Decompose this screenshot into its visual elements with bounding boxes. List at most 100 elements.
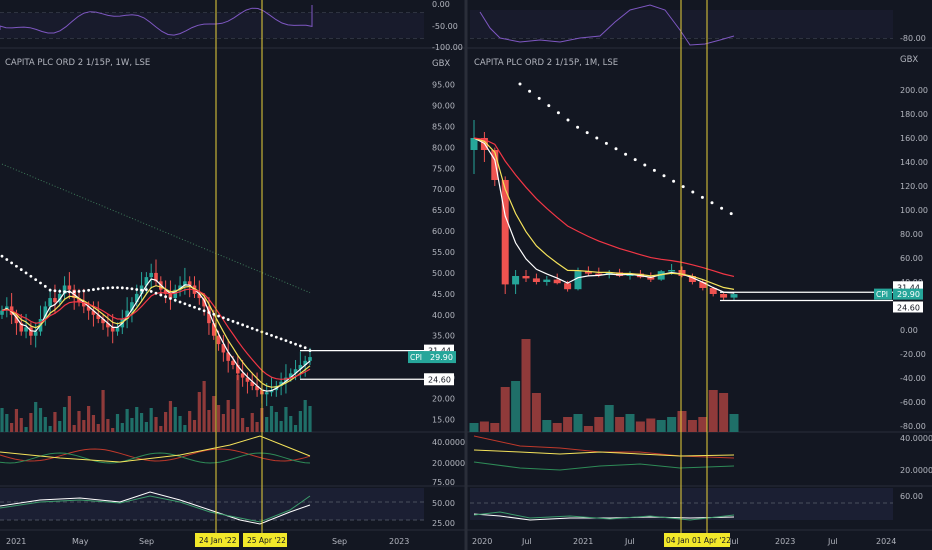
right-sar-dot [528,89,532,93]
left-cpi-value: 29.90 [430,353,453,362]
right-volume-bar [594,417,604,432]
left-rsi-tick-label: 25.00 [432,519,455,528]
right-volume-bar [490,423,500,432]
right-price-tick-label: -80.00 [900,422,926,431]
left-candle-body [149,272,153,278]
left-volume-bar [34,402,38,432]
left-sar-dot [29,274,33,278]
left-sar-dot [39,281,42,285]
left-dmi-tick-label: 20.0000 [432,459,465,468]
right-sar-dot [720,206,724,210]
left-price-tick-label: 80.00 [432,143,455,152]
left-x-tick-label: 2021 [6,537,26,546]
right-price-tick-label: -20.00 [900,350,926,359]
left-price-tick-label: 90.00 [432,101,455,110]
left-sar-dot [279,337,283,341]
left-sar-dot [193,305,196,309]
right-sar-dot [662,174,666,178]
left-price-tick-label: 35.00 [432,332,455,341]
left-volume-bar [149,408,153,432]
left-volume-bar [48,426,52,432]
left-cpi-tag [408,351,426,364]
right-cpi-tag [874,288,892,300]
left-volume-bar [111,428,115,432]
left-sar-dot [53,289,57,293]
left-volume-bar [274,412,278,432]
right-cpi-value-box [893,288,923,300]
left-candle-body [57,293,62,303]
right-ema-mid-line [473,137,735,290]
left-sar-dot [15,264,18,268]
left-sar-dot [303,346,307,350]
left-price-tick-label: 20.00 [432,395,455,404]
left-volume-bar [279,421,283,432]
left-volume-bar [245,427,250,432]
left-candle-body [187,281,192,286]
right-price-pane[interactable]: 200.00 180.00 160.00 140.00 120.00 100.00 80.0… [469,82,929,433]
left-dmi-plus-line [0,452,311,464]
left-sar-dot [188,304,192,307]
right-cpi-tag-label: CPI [876,290,888,299]
left-sar-dot [125,286,129,290]
left-price-tick-label: 40.00 [432,311,455,320]
right-candle-body [678,270,686,276]
left-volume-bar [212,396,216,432]
left-volume-bar [130,418,134,432]
left-volume-bar [308,406,312,432]
left-candle-body [226,352,230,361]
left-x-tick-label: May [72,537,89,546]
left-candle-body [24,327,28,332]
right-price-tick-label: 60.00 [900,254,923,263]
left-sar-dot [116,286,119,290]
left-osc-tick-label: 0.00 [432,0,450,9]
right-volume-bar [667,417,677,432]
left-sar-dot [226,318,230,321]
left-sar-dot [241,323,245,327]
left-price-tick-label: 15.00 [432,415,455,424]
left-sar-dot [154,291,158,295]
right-hline-label-top: 31.44 [897,283,920,292]
left-osc-tick-label: -100.00 [432,43,463,52]
left-volume-bar [120,423,124,432]
left-candle-body [19,323,24,332]
left-sar-dot [130,287,134,291]
left-candle-body [29,327,33,336]
left-adx-line [0,435,311,463]
left-price-tick-label: 50.00 [432,269,455,278]
left-sar-dot [231,319,235,323]
left-sar-dot [19,268,23,271]
left-sar-dot [212,312,216,316]
left-volume-bar [106,419,110,432]
right-sar-dot [710,201,714,205]
left-volume-bar [24,427,28,432]
left-candle-body [106,323,110,328]
left-sar-dot [207,311,211,314]
right-hline-label-box [893,301,923,313]
left-rsi-tick-label: 75.00 [432,478,455,487]
left-volume-bar [82,420,86,432]
left-candle-body [255,385,259,391]
left-sar-dot [34,278,38,282]
right-volume-bar [573,414,583,432]
left-volume-bar [72,425,76,432]
left-currency-label: GBX [432,59,450,69]
left-sar-dot [5,258,9,261]
left-candle-body [14,314,19,324]
left-sar-dot [149,290,153,293]
left-volume-bar [202,381,206,432]
left-date-tag-box [195,533,239,547]
left-sar-dot [197,307,201,311]
right-volume-bar [479,421,489,432]
right-sar-dot [633,158,637,162]
right-axis-gutter [893,0,932,550]
left-candle-body [43,306,48,319]
left-sar-dot [178,300,182,304]
left-volume-bar [0,408,4,432]
left-axis-gutter [424,0,470,550]
left-candle-body [53,298,57,303]
right-sar-dot [566,118,570,122]
left-osc-line [0,5,313,36]
left-candle-body [62,285,67,294]
left-price-pane[interactable]: 95.00 90.00 85.00 80.00 75.00 70.00 65.00 60.00… [0,81,456,432]
